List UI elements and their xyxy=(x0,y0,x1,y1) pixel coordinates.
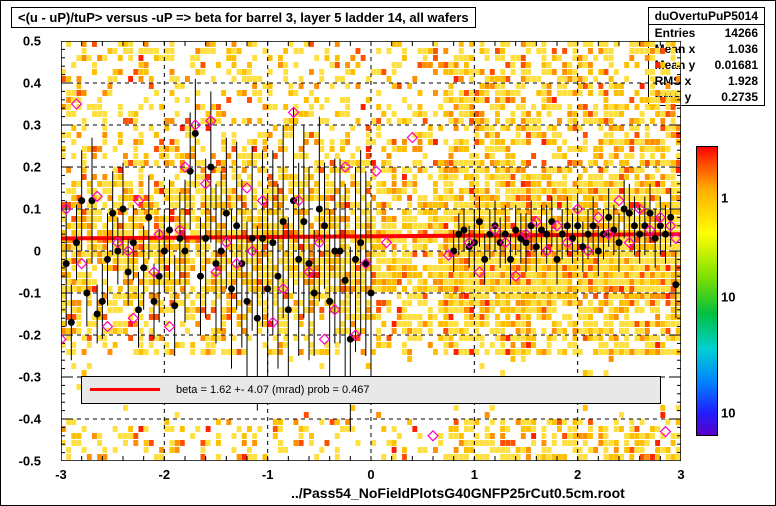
x-tick-label: 0 xyxy=(367,467,374,482)
colorbar-tick: 10 xyxy=(721,289,735,304)
stats-value: 1.928 xyxy=(728,74,758,88)
y-tick-label: 0.4 xyxy=(23,76,41,91)
y-tick-label: -0.1 xyxy=(19,286,41,301)
x-tick-label: 1 xyxy=(471,467,478,482)
fit-legend: beta = 1.62 +- 4.07 (mrad) prob = 0.467 xyxy=(81,376,661,404)
stats-row-entries: Entries 14266 xyxy=(649,25,764,41)
colorbar-tick: 10 xyxy=(721,405,735,420)
stats-label: Entries xyxy=(655,26,696,40)
x-tick-label: -1 xyxy=(262,467,274,482)
x-tick-label: -2 xyxy=(159,467,171,482)
y-tick-label: 0.1 xyxy=(23,202,41,217)
title-text: <(u - uP)/tuP> versus -uP => beta for ba… xyxy=(18,10,469,25)
colorbar xyxy=(696,146,718,436)
plot-area: beta = 1.62 +- 4.07 (mrad) prob = 0.467-… xyxy=(61,41,681,461)
colorbar-tick: 1 xyxy=(721,191,728,206)
chart-title: <(u - uP)/tuP> versus -uP => beta for ba… xyxy=(11,7,476,28)
y-tick-label: -0.5 xyxy=(19,454,41,469)
y-tick-label: -0.4 xyxy=(19,412,41,427)
x-tick-label: -3 xyxy=(55,467,67,482)
stats-value: 14266 xyxy=(725,26,758,40)
stats-value: 1.036 xyxy=(728,42,758,56)
y-tick-label: 0.2 xyxy=(23,160,41,175)
legend-line xyxy=(90,388,160,391)
y-tick-label: -0.3 xyxy=(19,370,41,385)
footer-path: ../Pass54_NoFieldPlotsG40GNFP25rCut0.5cm… xyxy=(291,485,625,501)
legend-text: beta = 1.62 +- 4.07 (mrad) prob = 0.467 xyxy=(176,384,370,396)
y-tick-label: 0.3 xyxy=(23,118,41,133)
x-tick-label: 2 xyxy=(574,467,581,482)
y-tick-label: 0.5 xyxy=(23,34,41,49)
stats-name: duOvertuPuP5014 xyxy=(649,8,764,25)
y-tick-label: -0.2 xyxy=(19,328,41,343)
y-tick-label: 0 xyxy=(34,244,41,259)
stats-value: 0.01681 xyxy=(715,58,758,72)
stats-value: 0.2735 xyxy=(721,90,758,104)
x-tick-label: 3 xyxy=(677,467,684,482)
